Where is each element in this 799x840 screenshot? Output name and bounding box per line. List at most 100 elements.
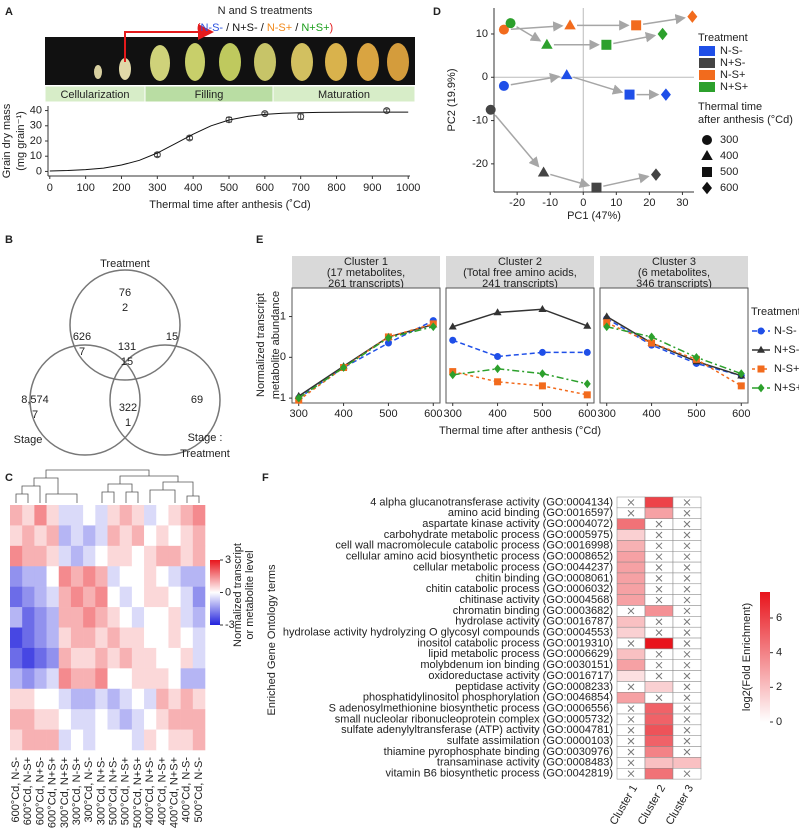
region-count: 626 (73, 331, 91, 343)
column-label: Cluster 3 (664, 783, 696, 827)
marker (737, 369, 745, 379)
term-label: cellular metabolic process (GO:0044237) (413, 561, 613, 573)
heatmap-cell (34, 688, 47, 710)
heatmap-cell (119, 545, 133, 567)
colorbar-tick-label: -3 (225, 619, 235, 631)
heatmap-cell (144, 607, 157, 628)
heatmap-cell (70, 505, 84, 526)
heatmap-cell (107, 505, 120, 526)
heatmap-cell (70, 688, 84, 710)
term-label: phosphatidylinositol phosphorylation (GO… (363, 692, 613, 704)
set-label-line: Stage : (188, 432, 223, 444)
trajectory-arrow (603, 173, 650, 187)
region-metabolites: 7 (79, 346, 85, 358)
y-axis-title: Normalized transcript metabolite abundanc… (255, 291, 282, 399)
x-axis-title: PC1 (47%) (567, 210, 621, 222)
marker (449, 370, 457, 380)
heatmap-cell (58, 586, 72, 608)
panel-label: E (256, 234, 263, 246)
heatmap-cell (180, 525, 194, 547)
marker (583, 321, 592, 329)
x-tick-label: 600 (256, 182, 274, 194)
heatmap-cell (95, 729, 108, 751)
not-significant (627, 683, 635, 691)
term-label: amino acid binding (GO:0016597) (448, 507, 613, 519)
heatmap-cell (131, 607, 145, 628)
marker (538, 369, 546, 379)
heatmap-cell (10, 586, 23, 608)
not-significant (627, 640, 635, 647)
colorbar-tick-label: 0 (225, 586, 231, 598)
x-tick-label: 500 (220, 182, 238, 194)
data-point (297, 113, 305, 121)
y-axis-title-line: Grain dry mass (1, 103, 13, 178)
heatmap-cell (156, 607, 169, 628)
heatmap-cell (144, 688, 157, 710)
set-label: Treatment (100, 258, 150, 270)
column-label: 300°Cd, N-S- (83, 757, 95, 823)
heatmap-cell (616, 540, 646, 552)
heatmap-cell (644, 681, 674, 693)
heatmap-cell (58, 505, 72, 526)
heatmap-cell (616, 648, 646, 661)
heatmap-cell (70, 545, 84, 567)
heatmap-cell (131, 545, 145, 567)
heatmap-cell (144, 525, 157, 547)
not-significant (683, 585, 691, 593)
rotated-label: 300°Cd, N-S+ (71, 757, 83, 825)
not-significant (683, 661, 691, 669)
y-tick-label: 1 (280, 310, 286, 322)
not-significant (655, 661, 663, 669)
legend-label: N-S- (774, 325, 797, 337)
marker (583, 379, 591, 389)
not-significant (655, 596, 663, 604)
legend-label: N+S+ (774, 382, 799, 394)
marker (538, 348, 546, 356)
heatmap-cell (34, 566, 47, 587)
heatmap-cell (180, 586, 194, 608)
not-significant (683, 748, 691, 756)
term-label: sulfate assimilation (GO:0000103) (447, 735, 613, 747)
marker (648, 332, 656, 342)
heatmap-cell (10, 545, 23, 567)
heatmap-cell (46, 586, 60, 608)
heatmap-cell (616, 626, 646, 639)
y-tick-label: 0 (36, 165, 42, 177)
trajectory-arrow (510, 72, 561, 86)
heatmap-cell (131, 688, 145, 710)
heatmap-cell (83, 647, 96, 669)
not-significant (655, 564, 663, 571)
heatmap-cell (95, 627, 108, 649)
heatmap-cell (644, 757, 674, 769)
column-label: 300°Cd, N-S+ (71, 757, 83, 825)
heatmap-cell (34, 607, 47, 628)
term-label: peptidase activity (GO:0008233) (455, 681, 613, 693)
x-tick-label: 300 (148, 182, 166, 194)
x-tick-label: -10 (542, 197, 558, 209)
x-tick-label: 100 (76, 182, 94, 194)
heatmap-cell (168, 668, 181, 690)
heatmap-cell (616, 529, 646, 541)
column-label: 600°Cd, N+S- (34, 757, 46, 826)
legend-label: N+S- (720, 57, 746, 69)
rotated-label: 400°Cd, N+S+ (168, 757, 180, 828)
y-tick-label: 40 (30, 104, 42, 116)
legend-swatch (699, 82, 715, 92)
treatment-name: / (292, 22, 301, 34)
heatmap-cell (10, 627, 23, 649)
treatment-name: ( (197, 22, 201, 34)
heatmap-cell (156, 709, 169, 730)
x-tick-label: 10 (610, 197, 622, 209)
heatmap-cell (10, 566, 23, 587)
set-label-line: Stage (14, 434, 43, 446)
heatmap-cell (46, 729, 60, 751)
facet-title-line: (6 metabolites, (638, 267, 710, 279)
heatmap-cell (34, 505, 47, 526)
rotated-label: 600°Cd, N+S- (34, 757, 46, 826)
heatmap-cell (83, 525, 96, 547)
term-label: lipid metabolic process (GO:0006629) (428, 648, 613, 660)
heatmap-cell (131, 709, 145, 730)
x-tick-label: 400 (488, 408, 506, 420)
heatmap-cell (144, 647, 157, 669)
heatmap-cell (10, 729, 23, 751)
